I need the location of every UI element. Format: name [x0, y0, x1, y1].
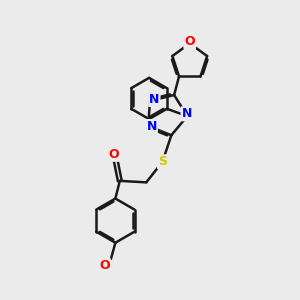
Text: N: N — [147, 120, 157, 133]
Text: O: O — [109, 148, 119, 161]
Text: S: S — [158, 155, 167, 168]
Text: N: N — [182, 107, 192, 120]
Text: O: O — [184, 35, 195, 48]
Text: N: N — [149, 93, 160, 106]
Text: O: O — [99, 259, 110, 272]
